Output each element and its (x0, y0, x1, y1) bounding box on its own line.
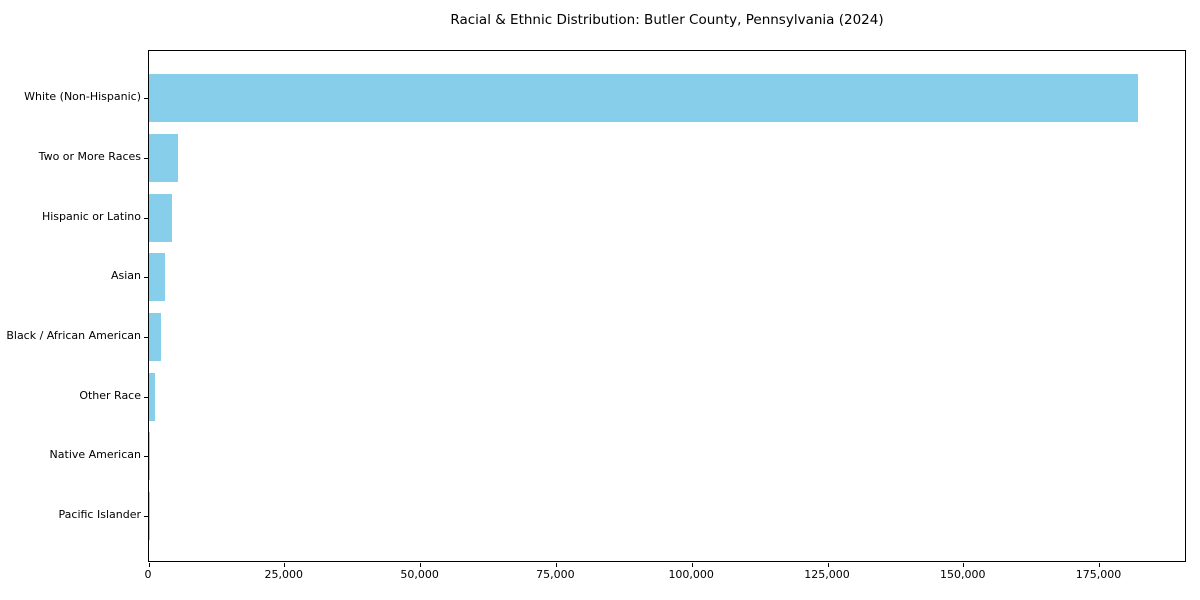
plot-area (144, 50, 1186, 567)
y-tick-label: Two or More Races (38, 149, 141, 163)
bar-6 (149, 432, 151, 481)
x-tick-mark (691, 563, 693, 567)
y-tick-mark (144, 98, 148, 100)
bar-3 (149, 253, 165, 302)
x-tick-mark (827, 563, 829, 567)
bar-5 (149, 372, 155, 421)
x-tick-label: 75,000 (536, 568, 575, 581)
y-tick-mark (144, 515, 148, 517)
x-tick-label: 125,000 (804, 568, 850, 581)
x-tick-mark (555, 563, 557, 567)
y-tick-label: Pacific Islander (58, 507, 141, 521)
x-tick-mark (284, 563, 286, 567)
y-tick-label: Other Race (79, 388, 141, 402)
y-tick-label: Native American (49, 448, 141, 462)
x-tick-label: 25,000 (264, 568, 304, 581)
x-tick-label: 100,000 (668, 568, 714, 581)
x-tick-label: 150,000 (940, 568, 986, 581)
y-tick-mark (144, 217, 148, 219)
x-tick-label: 0 (144, 568, 152, 581)
y-tick-mark (144, 336, 148, 338)
x-tick-mark (1099, 563, 1100, 567)
bar-0 (149, 74, 1138, 123)
x-tick-mark (420, 563, 422, 567)
bar-4 (149, 312, 162, 361)
bar-1 (149, 133, 178, 182)
x-tick-mark (148, 563, 150, 567)
x-tick-label: 175,000 (1075, 568, 1122, 581)
y-tick-label: Asian (110, 269, 141, 283)
x-tick-mark (963, 563, 965, 567)
y-tick-mark (144, 396, 148, 398)
y-tick-label: White (Non-Hispanic) (24, 90, 141, 104)
chart-title: Racial & Ethnic Distribution: Butler Cou… (450, 12, 884, 28)
y-tick-label: Black / African American (6, 328, 141, 342)
y-tick-mark (144, 157, 148, 159)
x-tick-label: 50,000 (400, 568, 439, 581)
bar-2 (149, 193, 172, 242)
y-tick-mark (144, 456, 148, 458)
y-tick-mark (144, 277, 148, 279)
y-tick-label: Hispanic or Latino (41, 209, 141, 223)
